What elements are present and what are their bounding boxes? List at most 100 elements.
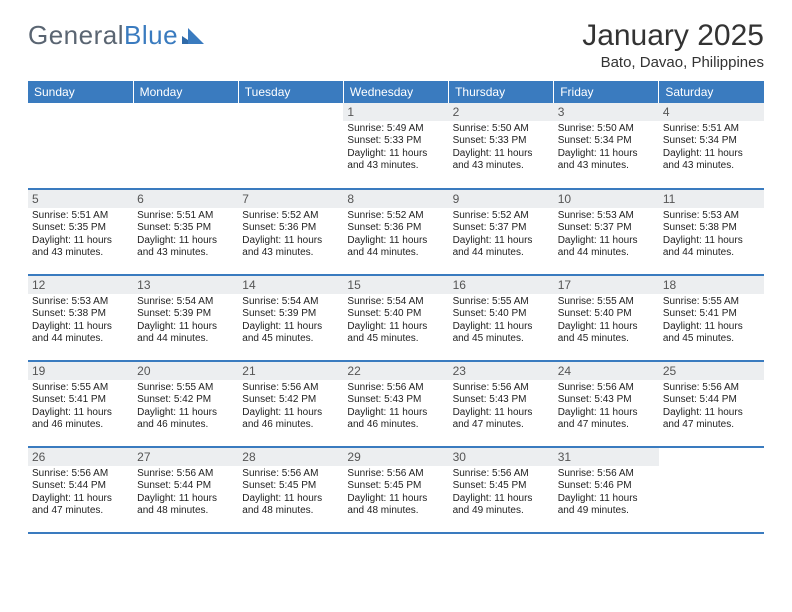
calendar-cell: 29Sunrise: 5:56 AMSunset: 5:45 PMDayligh… [343, 447, 448, 533]
daylight-text: and 46 minutes. [137, 419, 234, 432]
daylight-text: Daylight: 11 hours [663, 407, 760, 420]
daylight-text: and 45 minutes. [242, 333, 339, 346]
day-info: Sunrise: 5:51 AMSunset: 5:35 PMDaylight:… [137, 210, 234, 260]
sunrise-text: Sunrise: 5:56 AM [32, 468, 129, 481]
calendar-table: Sunday Monday Tuesday Wednesday Thursday… [28, 81, 764, 534]
weekday-header: Saturday [659, 81, 764, 103]
daylight-text: and 43 minutes. [558, 160, 655, 173]
calendar-body: ...1Sunrise: 5:49 AMSunset: 5:33 PMDayli… [28, 103, 764, 533]
day-info: Sunrise: 5:55 AMSunset: 5:41 PMDaylight:… [32, 382, 129, 432]
daylight-text: Daylight: 11 hours [558, 321, 655, 334]
calendar-week-row: ...1Sunrise: 5:49 AMSunset: 5:33 PMDayli… [28, 103, 764, 189]
sunset-text: Sunset: 5:44 PM [137, 480, 234, 493]
daylight-text: Daylight: 11 hours [453, 235, 550, 248]
day-number: 15 [343, 276, 448, 294]
day-number: 9 [449, 190, 554, 208]
daylight-text: and 46 minutes. [347, 419, 444, 432]
daylight-text: Daylight: 11 hours [347, 148, 444, 161]
daylight-text: Daylight: 11 hours [137, 321, 234, 334]
day-info: Sunrise: 5:53 AMSunset: 5:38 PMDaylight:… [663, 210, 760, 260]
calendar-cell: 5Sunrise: 5:51 AMSunset: 5:35 PMDaylight… [28, 189, 133, 275]
sunset-text: Sunset: 5:46 PM [558, 480, 655, 493]
calendar-cell: 18Sunrise: 5:55 AMSunset: 5:41 PMDayligh… [659, 275, 764, 361]
calendar-cell: . [238, 103, 343, 189]
day-info: Sunrise: 5:56 AMSunset: 5:43 PMDaylight:… [558, 382, 655, 432]
calendar-cell: . [133, 103, 238, 189]
sunrise-text: Sunrise: 5:56 AM [347, 468, 444, 481]
sunset-text: Sunset: 5:37 PM [558, 222, 655, 235]
daylight-text: Daylight: 11 hours [663, 235, 760, 248]
daylight-text: Daylight: 11 hours [137, 235, 234, 248]
day-info: Sunrise: 5:55 AMSunset: 5:40 PMDaylight:… [453, 296, 550, 346]
day-number: 4 [659, 103, 764, 121]
day-number: 13 [133, 276, 238, 294]
day-number: 14 [238, 276, 343, 294]
calendar-cell: . [28, 103, 133, 189]
daylight-text: and 44 minutes. [347, 247, 444, 260]
sunrise-text: Sunrise: 5:56 AM [663, 382, 760, 395]
calendar-cell: 27Sunrise: 5:56 AMSunset: 5:44 PMDayligh… [133, 447, 238, 533]
sunset-text: Sunset: 5:39 PM [137, 308, 234, 321]
daylight-text: and 45 minutes. [663, 333, 760, 346]
calendar-cell: 24Sunrise: 5:56 AMSunset: 5:43 PMDayligh… [554, 361, 659, 447]
calendar-cell: 23Sunrise: 5:56 AMSunset: 5:43 PMDayligh… [449, 361, 554, 447]
sunrise-text: Sunrise: 5:55 AM [663, 296, 760, 309]
sunset-text: Sunset: 5:45 PM [453, 480, 550, 493]
daylight-text: and 45 minutes. [453, 333, 550, 346]
sunrise-text: Sunrise: 5:54 AM [137, 296, 234, 309]
calendar-cell: 21 Sunrise: 5:56 AMSunset: 5:42 PMDayligh… [238, 361, 343, 447]
sunset-text: Sunset: 5:42 PM [137, 394, 234, 407]
sunrise-text: Sunrise: 5:56 AM [558, 468, 655, 481]
day-number: 7 [238, 190, 343, 208]
calendar-page: GeneralBlue January 2025 Bato, Davao, Ph… [0, 0, 792, 554]
day-info: Sunrise: 5:51 AMSunset: 5:34 PMDaylight:… [663, 123, 760, 173]
calendar-cell: 4 Sunrise: 5:51 AMSunset: 5:34 PMDaylight… [659, 103, 764, 189]
sunrise-text: Sunrise: 5:51 AM [137, 210, 234, 223]
calendar-cell: 9Sunrise: 5:52 AMSunset: 5:37 PMDaylight… [449, 189, 554, 275]
daylight-text: Daylight: 11 hours [32, 407, 129, 420]
day-info: Sunrise: 5:56 AMSunset: 5:42 PMDaylight:… [242, 382, 339, 432]
day-number: 31 [554, 448, 659, 466]
daylight-text: Daylight: 11 hours [347, 235, 444, 248]
day-number: 2 [449, 103, 554, 121]
calendar-week-row: 26Sunrise: 5:56 AMSunset: 5:44 PMDayligh… [28, 447, 764, 533]
calendar-cell: . [659, 447, 764, 533]
sunset-text: Sunset: 5:41 PM [32, 394, 129, 407]
sunrise-text: Sunrise: 5:49 AM [347, 123, 444, 136]
sunset-text: Sunset: 5:34 PM [663, 135, 760, 148]
day-number: 26 [28, 448, 133, 466]
daylight-text: and 44 minutes. [558, 247, 655, 260]
daylight-text: and 44 minutes. [32, 333, 129, 346]
weekday-header-row: Sunday Monday Tuesday Wednesday Thursday… [28, 81, 764, 103]
day-number: 12 [28, 276, 133, 294]
day-number: 28 [238, 448, 343, 466]
day-number: 30 [449, 448, 554, 466]
sunrise-text: Sunrise: 5:52 AM [347, 210, 444, 223]
daylight-text: and 44 minutes. [137, 333, 234, 346]
title-block: January 2025 Bato, Davao, Philippines [582, 20, 764, 71]
sunset-text: Sunset: 5:43 PM [347, 394, 444, 407]
daylight-text: and 44 minutes. [663, 247, 760, 260]
weekday-header: Sunday [28, 81, 133, 103]
sunset-text: Sunset: 5:43 PM [558, 394, 655, 407]
day-number: 21 [238, 362, 343, 380]
daylight-text: Daylight: 11 hours [558, 235, 655, 248]
sunrise-text: Sunrise: 5:56 AM [347, 382, 444, 395]
sunset-text: Sunset: 5:33 PM [453, 135, 550, 148]
day-info: Sunrise: 5:56 AMSunset: 5:45 PMDaylight:… [453, 468, 550, 518]
calendar-cell: 30 Sunrise: 5:56 AMSunset: 5:45 PMDayligh… [449, 447, 554, 533]
daylight-text: and 48 minutes. [242, 505, 339, 518]
sunrise-text: Sunrise: 5:55 AM [558, 296, 655, 309]
daylight-text: Daylight: 11 hours [453, 321, 550, 334]
daylight-text: and 47 minutes. [558, 419, 655, 432]
day-info: Sunrise: 5:54 AMSunset: 5:39 PMDaylight:… [137, 296, 234, 346]
calendar-cell: 28Sunrise: 5:56 AMSunset: 5:45 PMDayligh… [238, 447, 343, 533]
calendar-cell: 11Sunrise: 5:53 AMSunset: 5:38 PMDayligh… [659, 189, 764, 275]
daylight-text: and 43 minutes. [347, 160, 444, 173]
day-number: 27 [133, 448, 238, 466]
sunset-text: Sunset: 5:33 PM [347, 135, 444, 148]
daylight-text: and 48 minutes. [347, 505, 444, 518]
sunrise-text: Sunrise: 5:53 AM [558, 210, 655, 223]
sunset-text: Sunset: 5:40 PM [558, 308, 655, 321]
daylight-text: Daylight: 11 hours [242, 235, 339, 248]
